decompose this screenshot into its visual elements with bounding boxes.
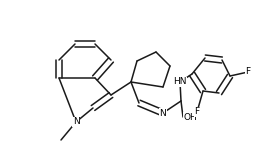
Text: N: N <box>73 117 79 127</box>
Text: F: F <box>245 68 250 76</box>
Text: F: F <box>194 107 200 117</box>
Text: N: N <box>160 109 166 117</box>
Text: OH: OH <box>183 112 197 122</box>
Text: HN: HN <box>173 78 187 86</box>
